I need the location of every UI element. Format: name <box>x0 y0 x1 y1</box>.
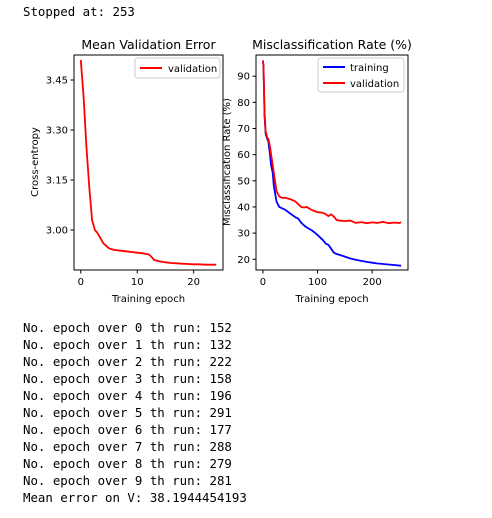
y-tick-label: 50 <box>237 176 250 187</box>
legend-label-validation: validation <box>168 64 217 75</box>
chart-title: Misclassification Rate (%) <box>252 37 412 52</box>
legend: validation <box>134 57 221 79</box>
series-line-validation <box>79 59 217 266</box>
x-tick-label: 200 <box>363 277 382 288</box>
y-tick-label: 20 <box>237 255 250 266</box>
y-tick-label: 80 <box>237 98 250 109</box>
x-axis-label: Training epoch <box>111 294 185 305</box>
y-tick-label: 70 <box>237 124 250 135</box>
y-tick-label: 3.15 <box>46 176 68 187</box>
mean-error-line: Mean error on V: 38.1944454193 <box>23 490 247 505</box>
run-line: No. epoch over 4 th run: 196 <box>23 388 232 403</box>
y-tick-label: 60 <box>237 150 250 161</box>
x-tick-label: 0 <box>260 277 266 288</box>
run-line: No. epoch over 8 th run: 279 <box>23 456 232 471</box>
y-axis-label: Misclassification Rate (%) <box>222 98 233 226</box>
run-line: No. epoch over 5 th run: 291 <box>23 405 232 420</box>
y-tick-label: 30 <box>237 229 250 240</box>
figure-canvas: Mean Validation Error 3.00 3.15 3.30 3.45 0… <box>30 37 412 305</box>
stopped-at-line: Stopped at: 253 <box>23 4 135 19</box>
legend: training validation <box>317 57 405 93</box>
series-line-validation <box>262 60 402 225</box>
mean-validation-error-chart: Mean Validation Error 3.00 3.15 3.30 3.45 0… <box>30 37 224 305</box>
run-line: No. epoch over 0 th run: 152 <box>23 320 232 335</box>
run-line: No. epoch over 3 th run: 158 <box>23 371 232 386</box>
y-tick-label: 3.45 <box>46 76 68 87</box>
y-tick-label: 3.30 <box>46 126 68 137</box>
plot-frame <box>73 54 224 271</box>
misclassification-rate-chart: Misclassification Rate (%) 20 30 40 50 60 70 8… <box>222 37 412 305</box>
legend-label-validation: validation <box>350 79 399 90</box>
run-line: No. epoch over 7 th run: 288 <box>23 439 232 454</box>
y-axis-label: Cross-entropy <box>30 127 41 197</box>
y-tick-label: 3.00 <box>46 226 68 237</box>
run-line: No. epoch over 9 th run: 281 <box>23 473 232 488</box>
run-output-block: No. epoch over 0 th run: 152 No. epoch ov… <box>23 319 247 506</box>
legend-label-training: training <box>350 63 389 74</box>
y-tick-label: 40 <box>237 202 250 213</box>
legend-box <box>134 57 221 79</box>
x-axis-label: Training epoch <box>294 294 368 305</box>
y-tick-label: 90 <box>237 72 250 83</box>
x-tick-label: 10 <box>131 277 144 288</box>
x-tick-label: 0 <box>78 277 84 288</box>
x-tick-label: 100 <box>308 277 327 288</box>
run-line: No. epoch over 1 th run: 132 <box>23 337 232 352</box>
run-line: No. epoch over 6 th run: 177 <box>23 422 232 437</box>
plot-frame <box>255 54 409 271</box>
x-tick-label: 20 <box>187 277 200 288</box>
chart-title: Mean Validation Error <box>81 37 216 52</box>
run-line: No. epoch over 2 th run: 222 <box>23 354 232 369</box>
series-line-training <box>262 60 402 267</box>
